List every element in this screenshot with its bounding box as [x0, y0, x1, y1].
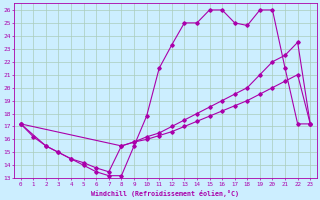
X-axis label: Windchill (Refroidissement éolien,°C): Windchill (Refroidissement éolien,°C)	[92, 190, 239, 197]
